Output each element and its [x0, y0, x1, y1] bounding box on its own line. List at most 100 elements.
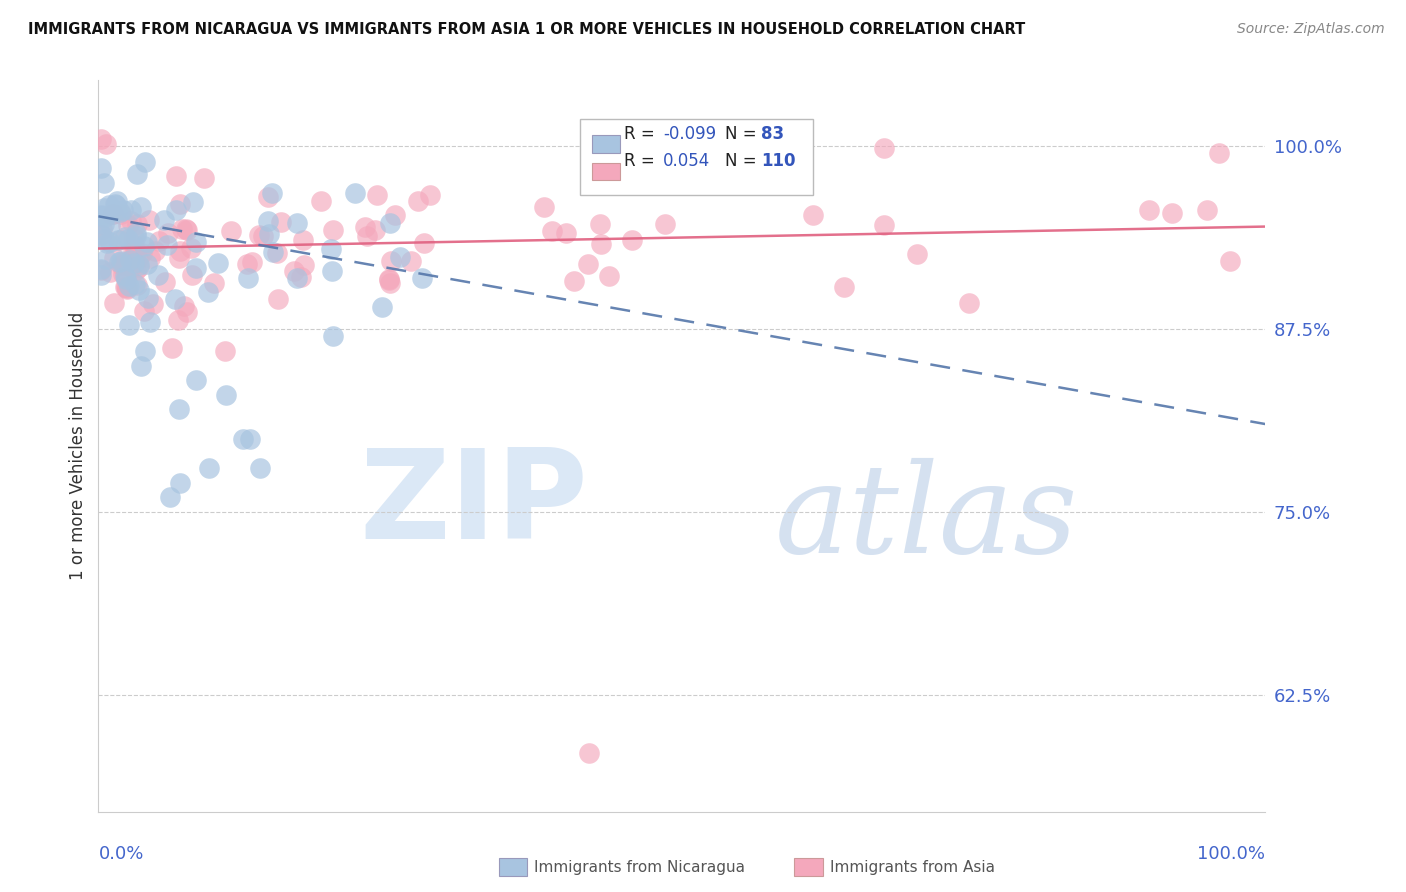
- Point: [419, 188, 441, 202]
- Point: [114, 280, 136, 294]
- Point: [122, 231, 145, 245]
- Text: R =: R =: [624, 125, 659, 143]
- Point: [120, 214, 142, 228]
- Point: [122, 245, 145, 260]
- Text: N =: N =: [725, 125, 762, 143]
- Point: [93, 218, 115, 232]
- Point: [169, 251, 191, 265]
- Point: [134, 154, 156, 169]
- Point: [165, 292, 187, 306]
- Point: [169, 244, 191, 259]
- Text: 0.054: 0.054: [664, 152, 710, 170]
- Point: [167, 312, 190, 326]
- Point: [366, 188, 388, 202]
- Point: [90, 132, 112, 146]
- Text: 110: 110: [762, 152, 796, 170]
- Point: [832, 279, 855, 293]
- Point: [94, 136, 117, 151]
- Point: [98, 219, 121, 233]
- Point: [120, 260, 142, 275]
- Point: [110, 205, 132, 219]
- Text: Immigrants from Asia: Immigrants from Asia: [830, 860, 994, 874]
- Text: Source: ZipAtlas.com: Source: ZipAtlas.com: [1237, 22, 1385, 37]
- Text: -0.099: -0.099: [664, 125, 716, 143]
- Point: [292, 233, 315, 247]
- Point: [101, 207, 124, 221]
- Point: [114, 269, 136, 284]
- Point: [239, 432, 262, 446]
- Point: [322, 329, 344, 343]
- Point: [101, 207, 124, 221]
- Point: [309, 194, 332, 208]
- Point: [94, 252, 117, 266]
- Point: [131, 246, 153, 260]
- Point: [319, 242, 342, 256]
- Point: [125, 217, 148, 231]
- Point: [257, 189, 280, 203]
- Point: [344, 186, 367, 200]
- Point: [262, 245, 284, 260]
- Point: [174, 222, 197, 236]
- Point: [139, 315, 162, 329]
- Point: [135, 235, 157, 250]
- Point: [96, 235, 118, 250]
- Point: [122, 249, 145, 263]
- Point: [107, 254, 129, 268]
- Point: [905, 246, 928, 260]
- Point: [589, 236, 612, 251]
- Text: 83: 83: [762, 125, 785, 143]
- Point: [90, 228, 112, 243]
- Point: [236, 257, 259, 271]
- Point: [118, 278, 141, 293]
- Point: [129, 359, 152, 373]
- Point: [160, 341, 183, 355]
- Point: [136, 292, 159, 306]
- Point: [94, 210, 117, 224]
- Point: [138, 212, 160, 227]
- Point: [115, 281, 138, 295]
- Point: [155, 275, 177, 289]
- Point: [159, 490, 181, 504]
- Point: [962, 827, 984, 841]
- Point: [197, 285, 219, 300]
- Point: [232, 432, 254, 446]
- Point: [125, 228, 148, 243]
- Point: [1161, 206, 1184, 220]
- Point: [125, 263, 148, 277]
- Point: [124, 256, 146, 270]
- Point: [90, 263, 112, 277]
- Point: [156, 226, 179, 240]
- Point: [139, 252, 162, 266]
- Point: [184, 235, 207, 249]
- Point: [202, 277, 225, 291]
- Point: [110, 207, 132, 221]
- Point: [197, 461, 219, 475]
- Point: [270, 214, 292, 228]
- Point: [873, 218, 896, 232]
- Point: [110, 258, 132, 272]
- Y-axis label: 1 or more Vehicles in Household: 1 or more Vehicles in Household: [69, 312, 87, 580]
- Point: [1195, 203, 1218, 218]
- Point: [98, 235, 121, 249]
- Point: [105, 204, 128, 219]
- Point: [125, 277, 148, 292]
- Point: [111, 202, 134, 217]
- Point: [156, 238, 179, 252]
- Point: [105, 198, 128, 212]
- Point: [371, 300, 394, 314]
- Text: R =: R =: [624, 152, 659, 170]
- Point: [118, 252, 141, 267]
- Point: [1137, 202, 1160, 217]
- Point: [259, 227, 281, 241]
- Point: [127, 251, 149, 265]
- Text: ZIP: ZIP: [360, 444, 589, 565]
- Point: [108, 233, 131, 247]
- Text: Immigrants from Nicaragua: Immigrants from Nicaragua: [534, 860, 745, 874]
- Point: [283, 264, 305, 278]
- Point: [262, 186, 284, 201]
- Point: [399, 254, 422, 268]
- Point: [872, 141, 894, 155]
- Point: [247, 228, 270, 243]
- Point: [90, 227, 112, 242]
- Point: [105, 194, 128, 208]
